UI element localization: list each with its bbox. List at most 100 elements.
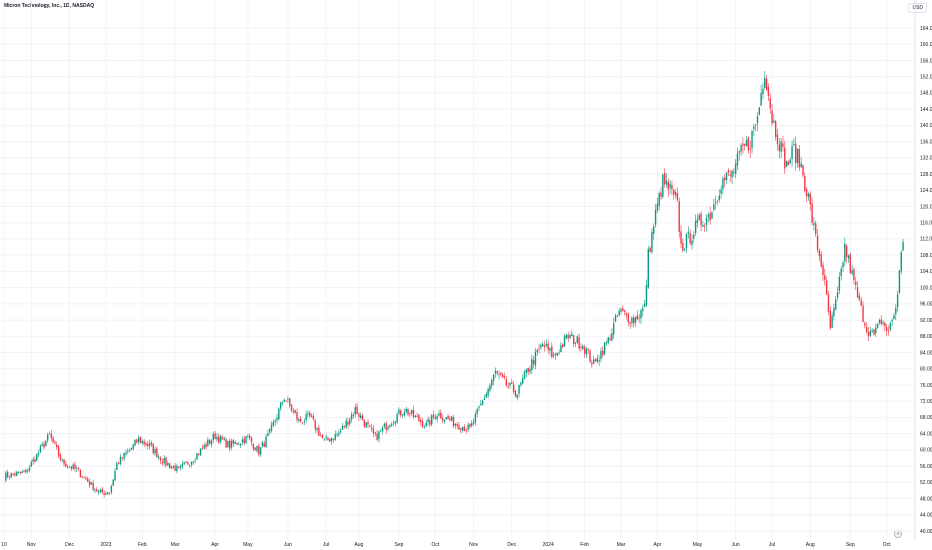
candle-body (583, 346, 586, 354)
candle-body (378, 431, 380, 440)
candle-body (37, 452, 40, 455)
candle-body (70, 466, 73, 469)
candle-body (596, 357, 599, 363)
candle-body (840, 268, 842, 277)
candle-body (802, 165, 804, 176)
candle-body (97, 491, 100, 493)
candle-body (753, 126, 755, 130)
candle-body (199, 448, 202, 456)
candle-body (270, 424, 273, 431)
candle-body (307, 413, 309, 415)
candle-body (8, 476, 11, 478)
candle-body (649, 247, 651, 253)
candle-body (441, 418, 444, 421)
candle-body (454, 423, 457, 426)
candle-body (724, 177, 726, 181)
y-tick-label: 100.00 (920, 285, 932, 291)
candle-body (796, 148, 799, 164)
x-tick-label: Dec (507, 542, 516, 548)
x-tick-label: Jul (323, 542, 329, 548)
candle-body (565, 334, 568, 339)
candle-body (145, 443, 147, 446)
candle-body (434, 417, 437, 420)
candle-body (898, 270, 901, 294)
candle-body (460, 428, 462, 431)
candle-body (236, 442, 238, 445)
candle-body (451, 416, 453, 421)
candle-body (203, 445, 205, 449)
candle-body (896, 294, 899, 308)
candle-body (420, 420, 422, 423)
candle-body (791, 146, 793, 160)
candle-body (17, 471, 20, 473)
candle-body (676, 193, 679, 201)
candle-body (214, 433, 216, 440)
candle-body (325, 436, 327, 439)
candle-body (327, 437, 329, 440)
candle-body (669, 183, 671, 188)
candle-body (181, 464, 184, 467)
candle-body (631, 317, 633, 323)
candle-body (882, 322, 884, 324)
candle-body (522, 378, 524, 384)
candle-body (600, 351, 602, 359)
y-tick-label: 96.00 (920, 302, 932, 308)
candle-body (678, 201, 680, 232)
candle-body (571, 333, 573, 336)
candle-body (731, 170, 733, 178)
candle-body (88, 481, 91, 486)
candle-body (900, 252, 902, 272)
candle-body (152, 443, 154, 454)
candle-body (633, 317, 635, 324)
candle-body (258, 445, 260, 456)
candle-body (627, 313, 629, 323)
candle-body (363, 419, 366, 427)
candle-body (767, 86, 770, 96)
candle-body (509, 382, 511, 386)
y-tick-label: 136.00 (920, 139, 932, 145)
candle-body (334, 434, 336, 440)
candle-body (188, 465, 191, 466)
candle-body (150, 442, 153, 445)
candle-body (116, 463, 118, 470)
y-tick-label: 144.00 (920, 107, 932, 113)
candle-body (578, 337, 580, 349)
candle-body (292, 411, 295, 412)
chart-title: Micron Technology, Inc., 1D, NASDAQ (4, 3, 95, 9)
candle-body (385, 423, 387, 430)
candle-body (432, 414, 435, 418)
y-tick-label: 44.00 (920, 513, 932, 519)
candle-body (552, 354, 555, 356)
candle-body (165, 457, 167, 466)
candle-body (117, 463, 120, 465)
candle-body (778, 144, 781, 152)
candle-body (727, 170, 730, 173)
candle-body (119, 456, 122, 465)
candle-body (401, 414, 404, 416)
candle-body (285, 400, 287, 402)
candle-body (622, 308, 624, 312)
candle-body (514, 390, 517, 397)
candle-body (560, 345, 562, 353)
candle-body (5, 472, 7, 481)
candle-body (545, 343, 548, 346)
candle-body (360, 415, 362, 418)
candle-body (356, 406, 358, 414)
candle-body (831, 315, 833, 328)
candle-body (409, 413, 411, 415)
candle-body (869, 331, 872, 336)
candle-body (771, 110, 773, 124)
x-tick-label: Jul (769, 542, 775, 548)
candle-body (278, 408, 280, 420)
candle-body (99, 489, 102, 493)
candle-body (87, 479, 89, 482)
candle-body (654, 209, 657, 225)
candle-body (338, 433, 340, 435)
candle-body (527, 368, 529, 373)
candle-body (709, 213, 711, 221)
candle-body (507, 386, 509, 388)
candle-body (787, 161, 790, 166)
currency-button[interactable]: USD (908, 3, 927, 13)
candle-body (860, 300, 862, 306)
